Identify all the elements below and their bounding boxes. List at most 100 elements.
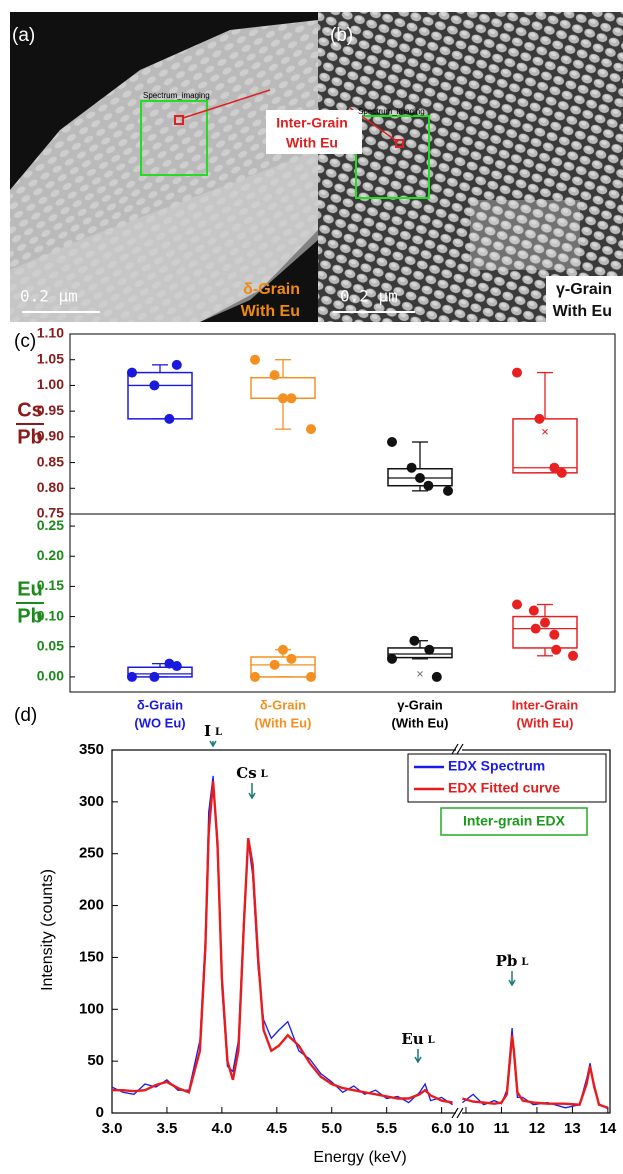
y-tick-label: 50 bbox=[87, 1052, 104, 1069]
data-point bbox=[415, 473, 425, 483]
data-point bbox=[269, 659, 280, 670]
y-axis-label: Intensity (counts) bbox=[39, 869, 56, 991]
peak-element: I bbox=[204, 722, 211, 740]
peak-arrow bbox=[508, 971, 516, 987]
y-label-denominator: Pb bbox=[17, 426, 43, 448]
scale-bar-label: 0.2 µm bbox=[340, 287, 398, 306]
y-tick-label: 0 bbox=[96, 1104, 104, 1121]
y-tick-label: 0.05 bbox=[37, 637, 64, 653]
x-tick-label: 11 bbox=[494, 1120, 510, 1137]
peak-element: Cs bbox=[236, 764, 256, 782]
data-point bbox=[278, 393, 288, 404]
data-point bbox=[278, 644, 288, 655]
label-backdrop bbox=[546, 276, 623, 322]
panel-label: (d) bbox=[14, 705, 37, 726]
category-label: Inter-Grain bbox=[512, 697, 579, 712]
point-marker bbox=[174, 115, 184, 125]
panel-label: (b) bbox=[330, 25, 353, 46]
data-point bbox=[512, 367, 522, 378]
category-label: (WO Eu) bbox=[134, 715, 185, 730]
note-label: Inter-grain EDX bbox=[463, 813, 566, 829]
box bbox=[127, 371, 193, 420]
data-point bbox=[423, 480, 434, 491]
x-axis-label: Energy (keV) bbox=[313, 1149, 406, 1166]
box-label: Spectrum_imaging bbox=[358, 107, 425, 116]
callout-label: With Eu bbox=[286, 135, 338, 151]
peak-element: Pb bbox=[496, 952, 518, 970]
y-label-numerator: Eu bbox=[17, 578, 43, 600]
grain-label: With Eu bbox=[553, 303, 612, 320]
data-point bbox=[127, 367, 137, 378]
peak-line: L bbox=[428, 1035, 435, 1046]
y-tick-label: 300 bbox=[79, 793, 104, 810]
peak-arrow bbox=[209, 740, 217, 748]
category-label: (With Eu) bbox=[517, 715, 574, 730]
y-tick-label: 150 bbox=[79, 948, 104, 965]
data-point bbox=[269, 370, 280, 381]
category-label: γ-Grain bbox=[397, 697, 443, 712]
plot-frame bbox=[69, 333, 616, 693]
mean-marker bbox=[542, 428, 548, 435]
x-tick-label: 13 bbox=[564, 1120, 581, 1137]
y-tick-label: 0.15 bbox=[37, 577, 64, 593]
peak-label: Cs L bbox=[236, 764, 267, 782]
legend-label: EDX Fitted curve bbox=[448, 780, 560, 796]
x-tick-label: 4.5 bbox=[266, 1120, 287, 1137]
spectrum-box bbox=[355, 115, 430, 199]
grain-label: δ-Grain bbox=[243, 281, 300, 298]
box bbox=[512, 615, 578, 649]
data-point bbox=[306, 424, 316, 435]
y-tick-label: 0.25 bbox=[37, 517, 64, 533]
peak-arrow bbox=[414, 1049, 422, 1064]
x-tick-label: 10 bbox=[458, 1120, 475, 1137]
y-tick-label: 1.00 bbox=[37, 376, 64, 392]
box-label: Spectrum_imaging bbox=[143, 91, 210, 100]
y-tick-label: 0.90 bbox=[37, 428, 64, 444]
y-tick-label: 200 bbox=[79, 897, 104, 914]
data-point bbox=[530, 623, 541, 634]
panel-label: (c) bbox=[14, 331, 36, 352]
mean-marker bbox=[417, 671, 423, 677]
legend-box bbox=[407, 753, 607, 803]
x-tick-label: 5.5 bbox=[376, 1120, 397, 1137]
y-tick-label: 0.75 bbox=[37, 505, 64, 521]
y-tick-label: 0.80 bbox=[37, 479, 64, 495]
axis-break bbox=[456, 1107, 462, 1119]
grain-label: With Eu bbox=[241, 303, 300, 320]
spectrum-line bbox=[462, 1035, 609, 1109]
grain-label: γ-Grain bbox=[556, 281, 612, 298]
data-point bbox=[171, 661, 182, 672]
data-point bbox=[306, 671, 316, 682]
data-point bbox=[387, 437, 397, 447]
data-point bbox=[409, 635, 420, 646]
category-label: δ-Grain bbox=[137, 697, 183, 712]
data-point bbox=[512, 599, 522, 610]
peak-line: L bbox=[521, 957, 528, 968]
note-box bbox=[440, 807, 588, 836]
category-label: (With Eu) bbox=[255, 715, 312, 730]
data-point bbox=[164, 413, 175, 424]
y-tick-label: 350 bbox=[79, 741, 104, 758]
x-tick-label: 3.0 bbox=[102, 1120, 123, 1137]
y-tick-label: 0.10 bbox=[37, 607, 64, 623]
label-backdrop bbox=[266, 110, 362, 154]
x-tick-label: 14 bbox=[600, 1120, 617, 1137]
category-label: δ-Grain bbox=[260, 697, 306, 712]
x-tick-label: 4.0 bbox=[211, 1120, 232, 1137]
bright-region bbox=[470, 200, 580, 270]
y-tick-label: 0.95 bbox=[37, 402, 64, 418]
data-point bbox=[431, 671, 442, 682]
data-point bbox=[540, 617, 550, 628]
data-point bbox=[549, 629, 560, 640]
data-point bbox=[424, 644, 435, 655]
x-tick-label: 6.0 bbox=[431, 1120, 452, 1137]
point-marker bbox=[395, 139, 404, 148]
spectrum-line bbox=[462, 1027, 609, 1110]
plot-frame bbox=[111, 749, 611, 1114]
scale-bar-label: 0.2 µm bbox=[20, 287, 78, 306]
y-tick-label: 0.85 bbox=[37, 453, 64, 469]
box bbox=[127, 666, 193, 678]
category-label: (With Eu) bbox=[392, 715, 449, 730]
